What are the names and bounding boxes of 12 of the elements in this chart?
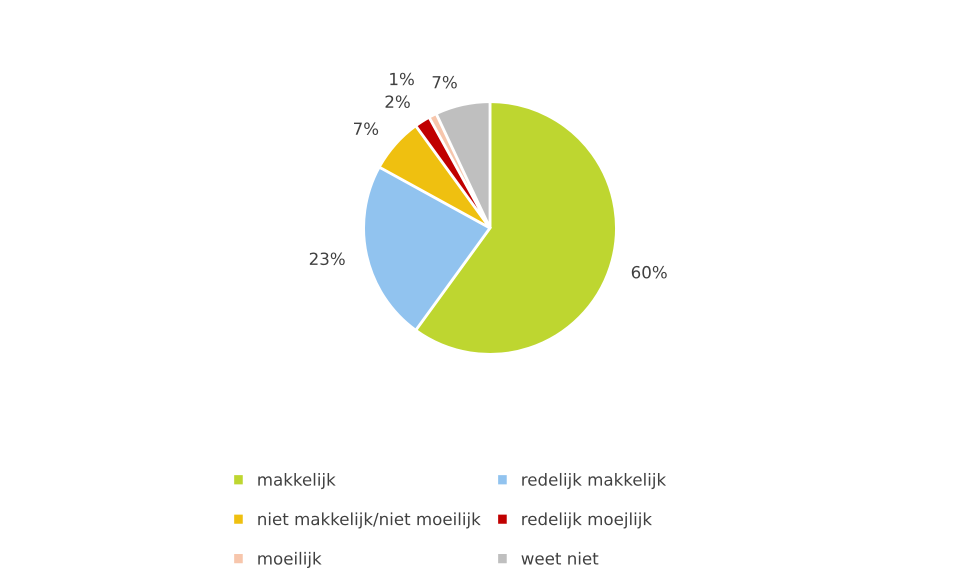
data-label: 2%	[386, 95, 410, 108]
legend-label: redelijk makkelijk	[522, 472, 666, 490]
data-label: 1%	[390, 72, 414, 86]
legend-label: weet niet	[521, 552, 598, 565]
legend-label: makkelijk	[258, 472, 336, 490]
legend-label: moeilijk	[258, 552, 322, 568]
legend-label: redelijk moejlijk	[522, 512, 652, 529]
data-label: 23%	[310, 252, 345, 266]
data-label: 7%	[432, 76, 457, 89]
data-label: 7%	[354, 122, 378, 136]
legend-label: niet makkelijk/niet moeilijk	[258, 512, 481, 529]
data-label: 60%	[632, 266, 667, 279]
